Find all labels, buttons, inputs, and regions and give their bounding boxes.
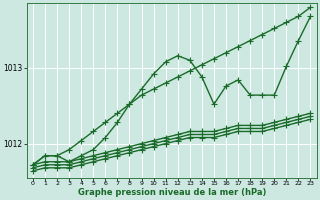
X-axis label: Graphe pression niveau de la mer (hPa): Graphe pression niveau de la mer (hPa) bbox=[77, 188, 266, 197]
